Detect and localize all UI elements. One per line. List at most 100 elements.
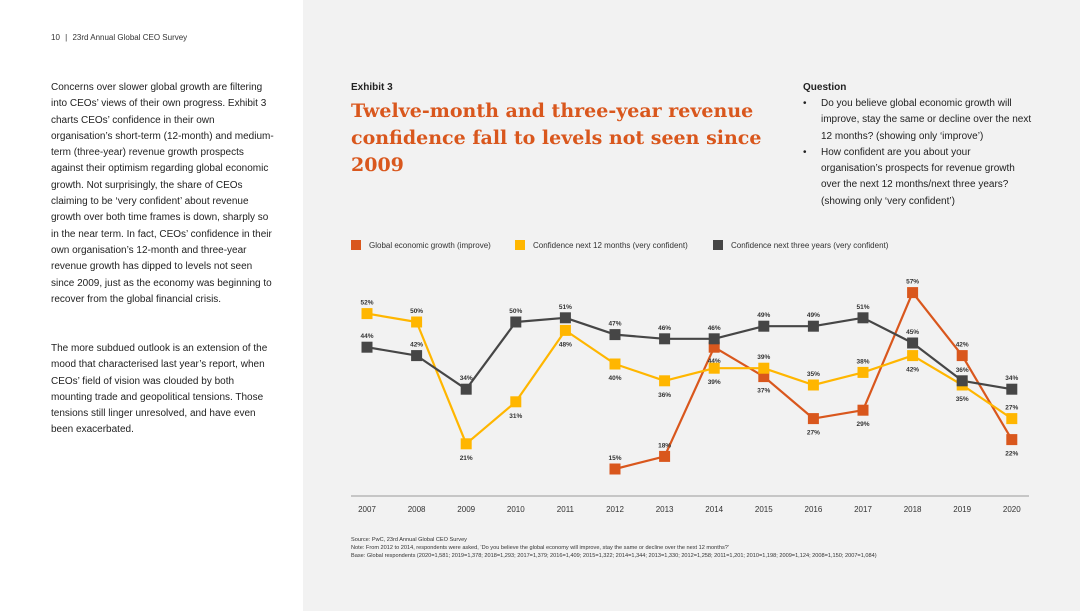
series-1-point-2009: [460, 438, 472, 450]
series-0-point-2020: [1006, 434, 1018, 446]
legend-label-global-growth: Global economic growth (improve): [369, 240, 491, 250]
x-tick-label-2010: 2010: [507, 505, 525, 514]
series-2-point-2013: [659, 333, 671, 345]
bullet-1: •: [803, 98, 807, 109]
series-2-label-2015: 49%: [757, 312, 770, 319]
series-2-point-2012: [609, 329, 621, 341]
x-tick-label-2016: 2016: [805, 505, 823, 514]
x-tick-label-2014: 2014: [705, 505, 723, 514]
x-tick-label-2008: 2008: [408, 505, 426, 514]
series-2-label-2011: 51%: [559, 304, 572, 311]
exhibit-title: Twelve-month and three-year revenue conf…: [351, 100, 762, 176]
x-tick-label-2013: 2013: [656, 505, 674, 514]
legend-label-three-years: Confidence next three years (very confid…: [731, 240, 889, 250]
series-0-point-2019: [956, 350, 968, 362]
series-1-point-2007: [361, 308, 373, 320]
series-0-label-2016: 27%: [807, 430, 820, 437]
series-1-label-2018: 42%: [906, 367, 919, 374]
series-2-point-2007: [361, 341, 373, 353]
right-panel: [303, 0, 1080, 611]
x-tick-label-2017: 2017: [854, 505, 872, 514]
legend-swatch-12-months: [515, 240, 525, 250]
chart-legend: Global economic growth (improve) Confide…: [351, 240, 1051, 254]
series-0-label-2014: 44%: [708, 358, 721, 365]
line-chart: 2007 2008 2009 2010 2011 2012 2013 2014 2015 2016…: [351, 279, 1029, 514]
series-1-label-2019: 35%: [956, 396, 969, 403]
series-2-label-2017: 51%: [856, 304, 869, 311]
series-0-point-2016: [807, 413, 819, 425]
question-text-1: Do you believe global economic growth wi…: [821, 98, 1032, 142]
series-1-label-2010: 31%: [509, 413, 522, 420]
series-0-label-2017: 29%: [856, 421, 869, 428]
x-tick-label-2018: 2018: [904, 505, 922, 514]
legend-swatch-global-growth: [351, 240, 361, 250]
exhibit-label: Exhibit 3: [351, 82, 393, 93]
series-2-label-2020: 34%: [1005, 375, 1018, 382]
series-1-label-2009: 21%: [460, 455, 473, 462]
series-0-label-2013: 18%: [658, 442, 671, 449]
series-1-point-2010: [510, 396, 522, 408]
bullet-2: •: [803, 146, 807, 158]
series-0-label-2018: 57%: [906, 279, 919, 286]
series-1-point-2017: [857, 366, 869, 378]
header-separator: |: [65, 33, 68, 42]
note-line: Note: From 2012 to 2014, respondents wer…: [351, 545, 730, 552]
legend-item-12-months: Confidence next 12 months (very confiden…: [515, 240, 688, 250]
series-1-label-2016: 35%: [807, 371, 820, 378]
series-0-point-2017: [857, 404, 869, 416]
x-tick-label-2007: 2007: [358, 505, 376, 514]
x-tick-label-2009: 2009: [457, 505, 475, 514]
series-1-point-2016: [807, 379, 819, 391]
series-1-point-2013: [659, 375, 671, 387]
series-2-point-2008: [411, 350, 423, 362]
series-line-2: [366, 316, 1012, 391]
series-2-point-2015: [758, 320, 770, 332]
series-1-label-2007: 52%: [360, 300, 373, 307]
series-1-label-2020: 27%: [1005, 405, 1018, 412]
series-line-1: [366, 312, 1013, 445]
series-2-label-2018: 45%: [906, 329, 919, 336]
legend-item-three-years: Confidence next three years (very confid…: [713, 240, 888, 250]
question-list: • Do you believe global economic growth …: [803, 96, 1033, 210]
series-2-label-2013: 46%: [658, 325, 671, 332]
x-tick-label-2011: 2011: [557, 505, 575, 514]
body-paragraph-1: Concerns over slower global growth are f…: [51, 82, 274, 305]
series-1-point-2011: [559, 324, 571, 336]
series-0-point-2013: [659, 450, 671, 462]
series-1-point-2020: [1006, 413, 1018, 425]
left-panel: [0, 0, 303, 611]
legend-swatch-three-years: [713, 240, 723, 250]
series-2-point-2014: [708, 333, 720, 345]
legend-item-global-growth: Global economic growth (improve): [351, 240, 491, 250]
base-line: Base: Global respondents (2020=1,581; 20…: [351, 553, 877, 560]
series-0-point-2015: [758, 371, 770, 383]
series-0-point-2012: [609, 463, 621, 475]
series-1-label-2008: 50%: [410, 308, 423, 315]
legend-label-12-months: Confidence next 12 months (very confiden…: [533, 240, 688, 250]
series-2-point-2018: [907, 337, 919, 349]
series-1-point-2008: [411, 316, 423, 328]
series-2-point-2019: [956, 375, 968, 387]
question-heading: Question: [803, 82, 847, 93]
question-item-2: • How confident are you about your organ…: [803, 145, 1033, 210]
source-line: Source: PwC, 23rd Annual Global CEO Surv…: [351, 537, 467, 543]
series-0-point-2018: [907, 287, 919, 299]
series-0-label-2012: 15%: [608, 455, 621, 462]
series-1-point-2012: [609, 358, 621, 370]
series-2-label-2007: 44%: [360, 333, 373, 340]
series-1-label-2011: 48%: [559, 341, 572, 348]
series-2-point-2017: [857, 312, 869, 324]
x-tick-label-2012: 2012: [606, 505, 624, 514]
x-tick-label-2020: 2020: [1003, 505, 1021, 514]
series-0-point-2014: [708, 341, 720, 353]
series-1-label-2017: 38%: [856, 358, 869, 365]
document-title: 23rd Annual Global CEO Survey: [72, 33, 188, 42]
series-2-point-2009: [460, 383, 472, 395]
series-1-label-2013: 36%: [658, 392, 671, 399]
question-text-2: How confident are you about your organis…: [821, 146, 1015, 207]
series-0-label-2015: 37%: [757, 388, 770, 395]
series-1-point-2018: [907, 350, 919, 362]
series-2-label-2008: 42%: [410, 342, 423, 349]
series-1-label-2012: 40%: [608, 375, 621, 382]
series-2-label-2014: 46%: [708, 325, 721, 332]
